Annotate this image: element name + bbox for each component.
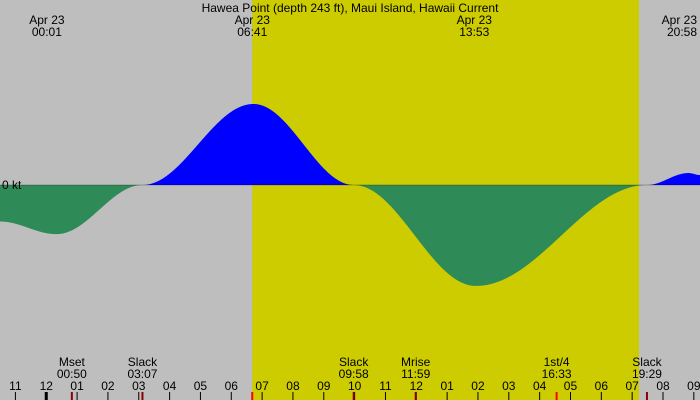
- event-time: 11:59: [401, 367, 430, 381]
- event-time: 03:07: [127, 367, 157, 381]
- time-label-date: Apr 23: [662, 13, 698, 27]
- flood-current-area: [143, 103, 355, 185]
- event-time: 09:58: [339, 367, 369, 381]
- time-label-time: 20:58: [667, 25, 697, 39]
- event-time: 00:50: [57, 367, 87, 381]
- hour-ticks: 11 12 01 02 03 04 05 06 07 08 09 10 11 12 01 02 03 04 05 06…: [9, 379, 700, 400]
- event-label: Slack: [128, 355, 158, 369]
- ebb-current-area: [0, 185, 144, 235]
- event-time: 16:33: [542, 367, 572, 381]
- time-label-time: 00:01: [32, 25, 62, 39]
- event-labels: Mset00:50Slack03:07Slack09:58Mrise11:591…: [57, 355, 663, 381]
- hour-tick-label: 06: [225, 379, 239, 393]
- event-label: 1st/4: [544, 355, 570, 369]
- hour-tick-label: 09: [317, 379, 331, 393]
- hour-tick-label: 01: [70, 379, 84, 393]
- time-label-date: Apr 23: [235, 13, 271, 27]
- hour-tick-label: 07: [255, 379, 269, 393]
- hour-tick-label: 12: [410, 379, 424, 393]
- hour-tick-label: 04: [533, 379, 547, 393]
- event-label: Slack: [339, 355, 369, 369]
- hour-tick-label: 06: [595, 379, 609, 393]
- time-label-date: Apr 23: [29, 13, 65, 27]
- event-label: Slack: [632, 355, 662, 369]
- hour-tick-label: 11: [9, 379, 22, 393]
- hour-tick-label: 11: [379, 379, 392, 393]
- hour-tick-label: 02: [471, 379, 485, 393]
- hour-tick-label: 02: [101, 379, 115, 393]
- hour-tick-label: 09: [687, 379, 700, 393]
- hour-tick-label: 10: [348, 379, 362, 393]
- hour-tick-label: 08: [286, 379, 300, 393]
- hour-tick-label: 05: [194, 379, 208, 393]
- event-time: 19:29: [632, 367, 662, 381]
- current-areas: [0, 103, 700, 286]
- hour-tick-label: 03: [502, 379, 516, 393]
- event-label: Mset: [59, 355, 86, 369]
- hour-tick-label: 03: [132, 379, 146, 393]
- hour-tick-label: 04: [163, 379, 177, 393]
- ebb-current-area: [354, 185, 648, 286]
- hour-tick-label: 05: [564, 379, 578, 393]
- time-label-time: 13:53: [459, 25, 489, 39]
- time-label-time: 06:41: [237, 25, 267, 39]
- zero-kt-label: 0 kt: [2, 178, 22, 192]
- hour-tick-label: 01: [440, 379, 454, 393]
- flood-current-area: [647, 173, 700, 185]
- time-label-date: Apr 23: [457, 13, 493, 27]
- hour-tick-label: 12: [40, 379, 54, 393]
- hour-tick-label: 08: [656, 379, 670, 393]
- chart-title: Hawea Point (depth 243 ft), Maui Island,…: [202, 1, 499, 15]
- event-label: Mrise: [401, 355, 431, 369]
- hour-tick-label: 07: [625, 379, 639, 393]
